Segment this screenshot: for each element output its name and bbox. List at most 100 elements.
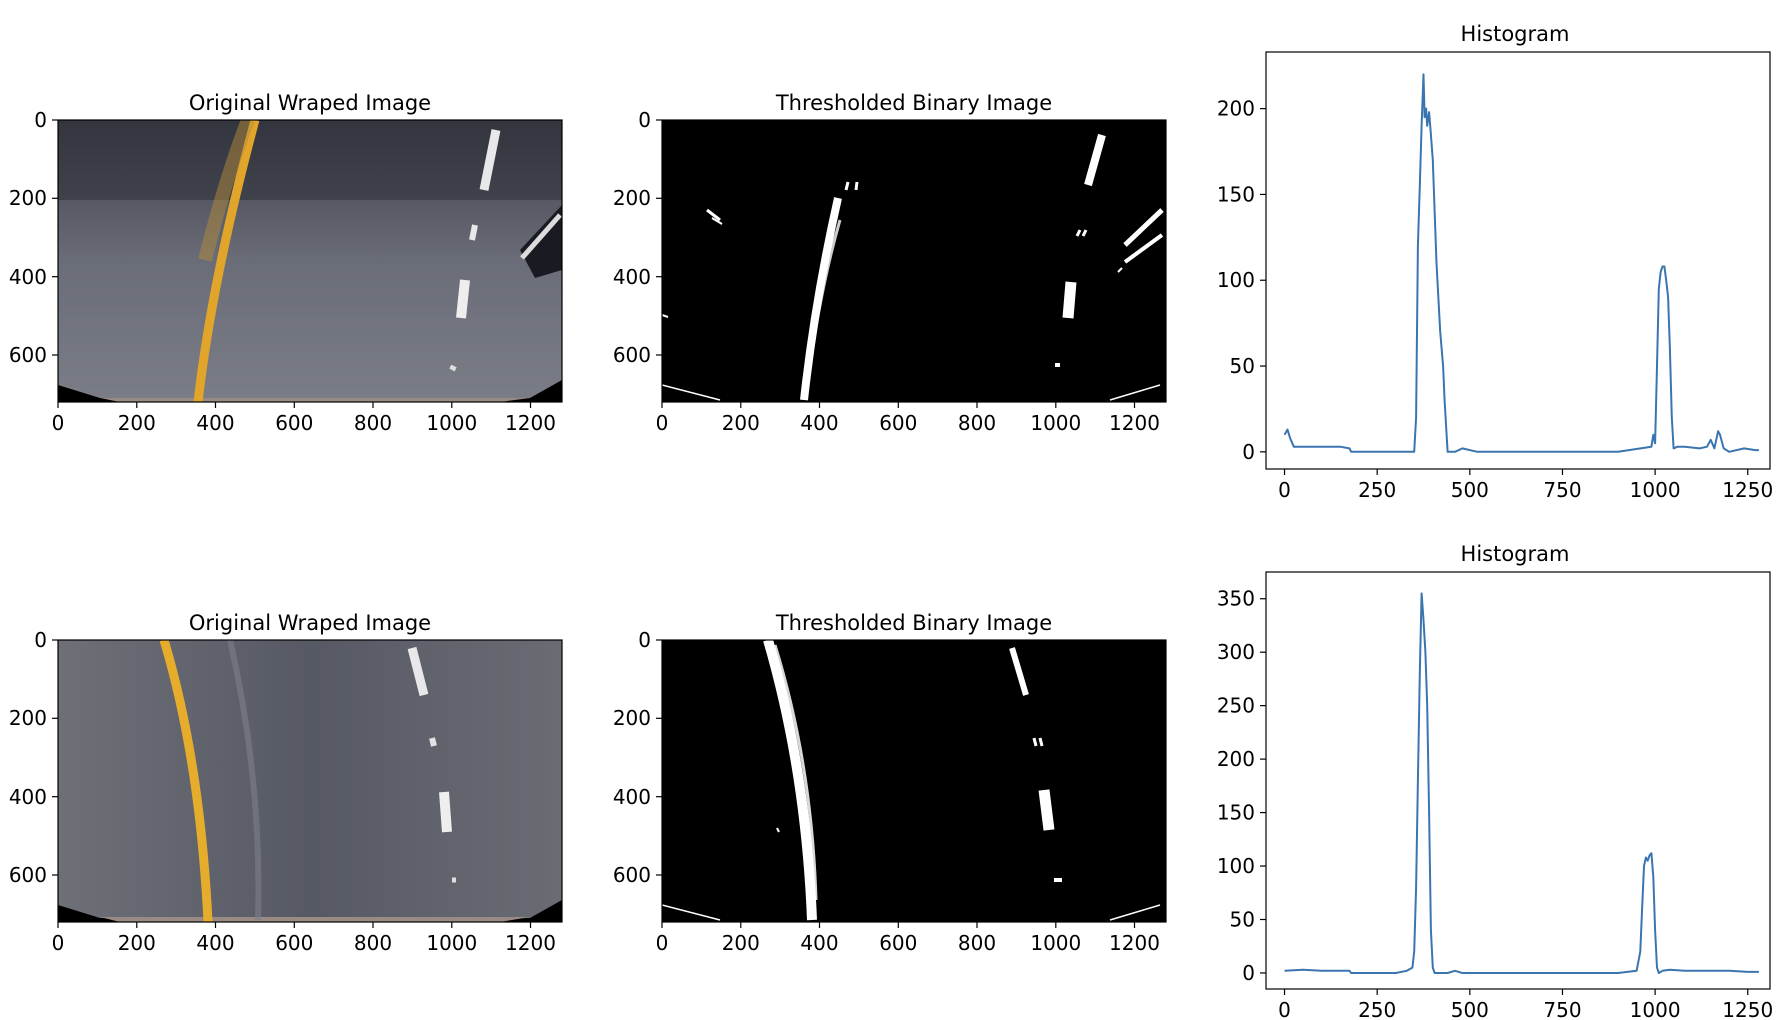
histogram-axes-1 (1265, 51, 1771, 470)
y-tick-label: 0 (1242, 440, 1255, 464)
y-tick-label: 200 (9, 706, 47, 730)
y-tick-label: 600 (9, 343, 47, 367)
binary-image-panel-2: Thresholded Binary Image 0 200 400 600 (613, 611, 1167, 955)
y-tick-label: 600 (9, 863, 47, 887)
binary-image-title-1: Thresholded Binary Image (775, 91, 1052, 115)
y-tick-label: 200 (1217, 97, 1255, 121)
original-image-panel-2: Original Wraped Image 0 200 400 600 0 (9, 611, 563, 955)
y-tick-label: 200 (613, 706, 651, 730)
x-tick-label: 600 (275, 931, 313, 955)
y-tick-label: 0 (638, 628, 651, 652)
y-tick-label: 600 (613, 343, 651, 367)
histogram-ticks-1: 0 250 500 750 1000 1250 0 50 100 150 200 (1217, 97, 1773, 502)
thresholded-binary-image-1 (662, 120, 1166, 402)
x-tick-label: 600 (879, 411, 917, 435)
histogram-panel-2: Histogram 0 250 500 750 1000 1250 0 50 100 150 200… (1217, 542, 1773, 1020)
x-tick-label: 1000 (1630, 478, 1681, 502)
x-tick-label: 1200 (505, 411, 556, 435)
y-tick-label: 100 (1217, 268, 1255, 292)
x-tick-label: 250 (1358, 998, 1396, 1020)
x-tick-label: 500 (1451, 478, 1489, 502)
y-tick-label: 50 (1230, 908, 1255, 932)
x-tick-label: 0 (1278, 478, 1291, 502)
y-tick-label: 50 (1230, 354, 1255, 378)
histogram-axes-2 (1265, 571, 1771, 990)
x-tick-label: 0 (656, 931, 669, 955)
x-tick-label: 200 (722, 931, 760, 955)
x-tick-label: 500 (1451, 998, 1489, 1020)
histogram-line-2 (1284, 592, 1759, 974)
x-tick-label: 1000 (426, 411, 477, 435)
y-tick-label: 200 (1217, 747, 1255, 771)
x-tick-label: 600 (879, 931, 917, 955)
x-tick-label: 1000 (1030, 931, 1081, 955)
x-tick-label: 750 (1543, 478, 1581, 502)
y-tick-label: 300 (1217, 640, 1255, 664)
y-tick-label: 200 (613, 186, 651, 210)
x-tick-label: 200 (118, 411, 156, 435)
row-2: Original Wraped Image 0 200 400 600 0 (9, 542, 1773, 1020)
original-x-ticks-1: 0 200 400 600 800 1000 1200 (52, 402, 556, 435)
y-tick-label: 150 (1217, 801, 1255, 825)
original-image-panel-1: Original Wraped Image 0 200 400 (9, 91, 563, 435)
x-tick-label: 400 (800, 931, 838, 955)
x-tick-label: 1200 (1109, 411, 1160, 435)
original-image-title-2: Original Wraped Image (189, 611, 431, 635)
row-1: Original Wraped Image 0 200 400 (9, 22, 1773, 502)
x-tick-label: 800 (354, 931, 392, 955)
x-tick-label: 1000 (1030, 411, 1081, 435)
x-tick-label: 800 (958, 411, 996, 435)
y-tick-label: 400 (613, 265, 651, 289)
x-tick-label: 800 (958, 931, 996, 955)
original-y-ticks-1: 0 200 400 600 (9, 108, 58, 367)
histogram-panel-1: Histogram 0 250 500 750 1000 1250 0 50 100 150 200 (1217, 22, 1773, 502)
histogram-title-2: Histogram (1461, 542, 1570, 566)
binary-x-ticks-1: 0 200 400 600 800 1000 1200 (656, 402, 1160, 435)
x-tick-label: 750 (1543, 998, 1581, 1020)
binary-x-ticks-2: 0 200 400 600 800 1000 1200 (656, 922, 1160, 955)
x-tick-label: 800 (354, 411, 392, 435)
y-tick-label: 0 (1242, 961, 1255, 985)
x-tick-label: 400 (196, 411, 234, 435)
x-tick-label: 1000 (1630, 998, 1681, 1020)
y-tick-label: 100 (1217, 854, 1255, 878)
binary-image-panel-1: Thresholded Binary Image (613, 91, 1167, 435)
y-tick-label: 600 (613, 863, 651, 887)
x-tick-label: 400 (196, 931, 234, 955)
y-tick-label: 250 (1217, 694, 1255, 718)
binary-y-ticks-2: 0 200 400 600 (613, 628, 662, 887)
warped-road-image-1 (58, 120, 562, 402)
y-tick-label: 0 (638, 108, 651, 132)
histogram-line-1 (1283, 73, 1759, 453)
warped-road-image-2 (58, 640, 562, 922)
x-tick-label: 1200 (1109, 931, 1160, 955)
x-tick-label: 0 (52, 931, 65, 955)
x-tick-label: 1200 (505, 931, 556, 955)
x-tick-label: 1250 (1722, 998, 1773, 1020)
y-tick-label: 200 (9, 186, 47, 210)
y-tick-label: 350 (1217, 587, 1255, 611)
histogram-ticks-2: 0 250 500 750 1000 1250 0 50 100 150 200 250 300 350 (1217, 587, 1773, 1020)
x-tick-label: 1000 (426, 931, 477, 955)
y-tick-label: 0 (34, 628, 47, 652)
x-tick-label: 0 (52, 411, 65, 435)
y-tick-label: 150 (1217, 182, 1255, 206)
original-image-title-1: Original Wraped Image (189, 91, 431, 115)
x-tick-label: 250 (1358, 478, 1396, 502)
binary-image-title-2: Thresholded Binary Image (775, 611, 1052, 635)
x-tick-label: 0 (1278, 998, 1291, 1020)
x-tick-label: 200 (722, 411, 760, 435)
original-y-ticks-2: 0 200 400 600 (9, 628, 58, 887)
binary-y-ticks-1: 0 200 400 600 (613, 108, 662, 367)
x-tick-label: 200 (118, 931, 156, 955)
original-x-ticks-2: 0 200 400 600 800 1000 1200 (52, 922, 556, 955)
x-tick-label: 600 (275, 411, 313, 435)
x-tick-label: 0 (656, 411, 669, 435)
x-tick-label: 1250 (1722, 478, 1773, 502)
y-tick-label: 0 (34, 108, 47, 132)
x-tick-label: 400 (800, 411, 838, 435)
histogram-title-1: Histogram (1461, 22, 1570, 46)
y-tick-label: 400 (9, 265, 47, 289)
y-tick-label: 400 (9, 785, 47, 809)
